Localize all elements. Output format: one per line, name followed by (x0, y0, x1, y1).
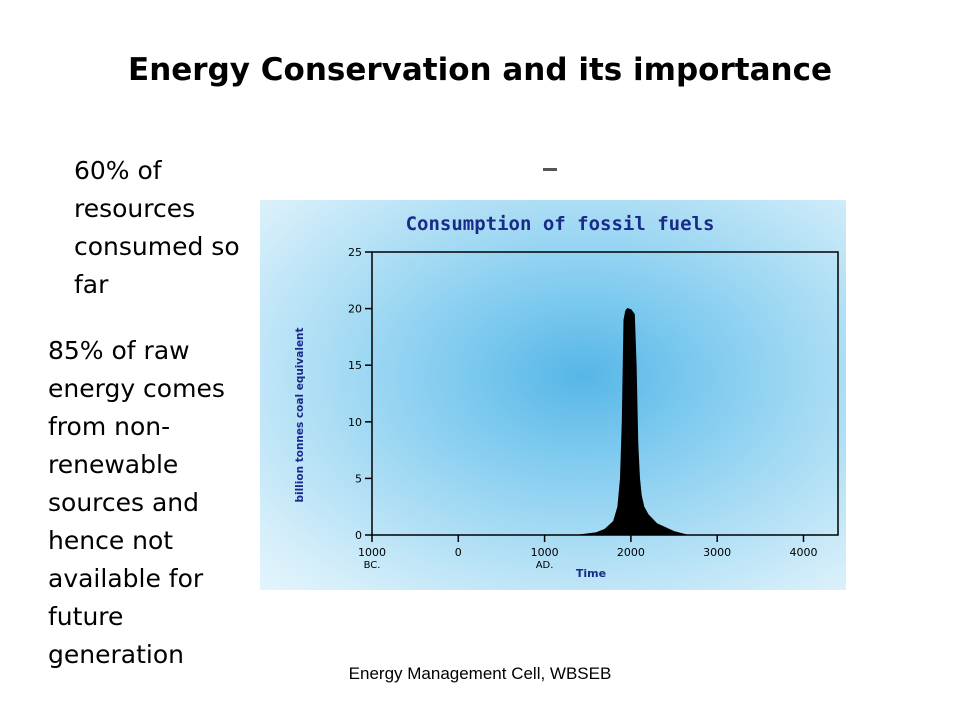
x-tick-sublabel: BC. (364, 560, 381, 571)
footer-credit: Energy Management Cell, WBSEB (348, 664, 612, 683)
stray-dash-mark (543, 168, 557, 171)
x-tick-label: 1000 (358, 546, 386, 559)
chart-title: Consumption of fossil fuels (406, 213, 715, 235)
bullet-resources-consumed: 60% of resources consumed so far (74, 156, 240, 299)
consumption-area (579, 308, 688, 536)
bullet-non-renewable-energy: 85% of raw energy comes from non-renewab… (48, 336, 225, 669)
y-tick-label: 10 (348, 416, 362, 429)
chart-y-axis-label: billion tonnes coal equivalent (294, 327, 306, 502)
x-tick-label: 2000 (617, 546, 645, 559)
x-tick-sublabel: AD. (536, 560, 554, 571)
x-tick-label: 3000 (703, 546, 731, 559)
chart-x-axis-label: Time (576, 567, 606, 580)
y-tick-label: 20 (348, 303, 362, 316)
y-tick-label: 0 (355, 529, 362, 542)
x-tick-label: 0 (455, 546, 462, 559)
x-tick-label: 4000 (789, 546, 817, 559)
y-tick-label: 5 (355, 472, 362, 485)
slide-title: Energy Conservation and its importance (128, 52, 832, 88)
fossil-fuel-chart-svg: Consumption of fossil fuels billion tonn… (294, 213, 839, 580)
y-tick-label: 25 (348, 246, 362, 259)
plot-frame (371, 251, 839, 536)
y-tick-label: 15 (348, 359, 362, 372)
x-tick-label: 1000 (531, 546, 559, 559)
fossil-fuel-chart: Consumption of fossil fuels billion tonn… (260, 200, 846, 590)
